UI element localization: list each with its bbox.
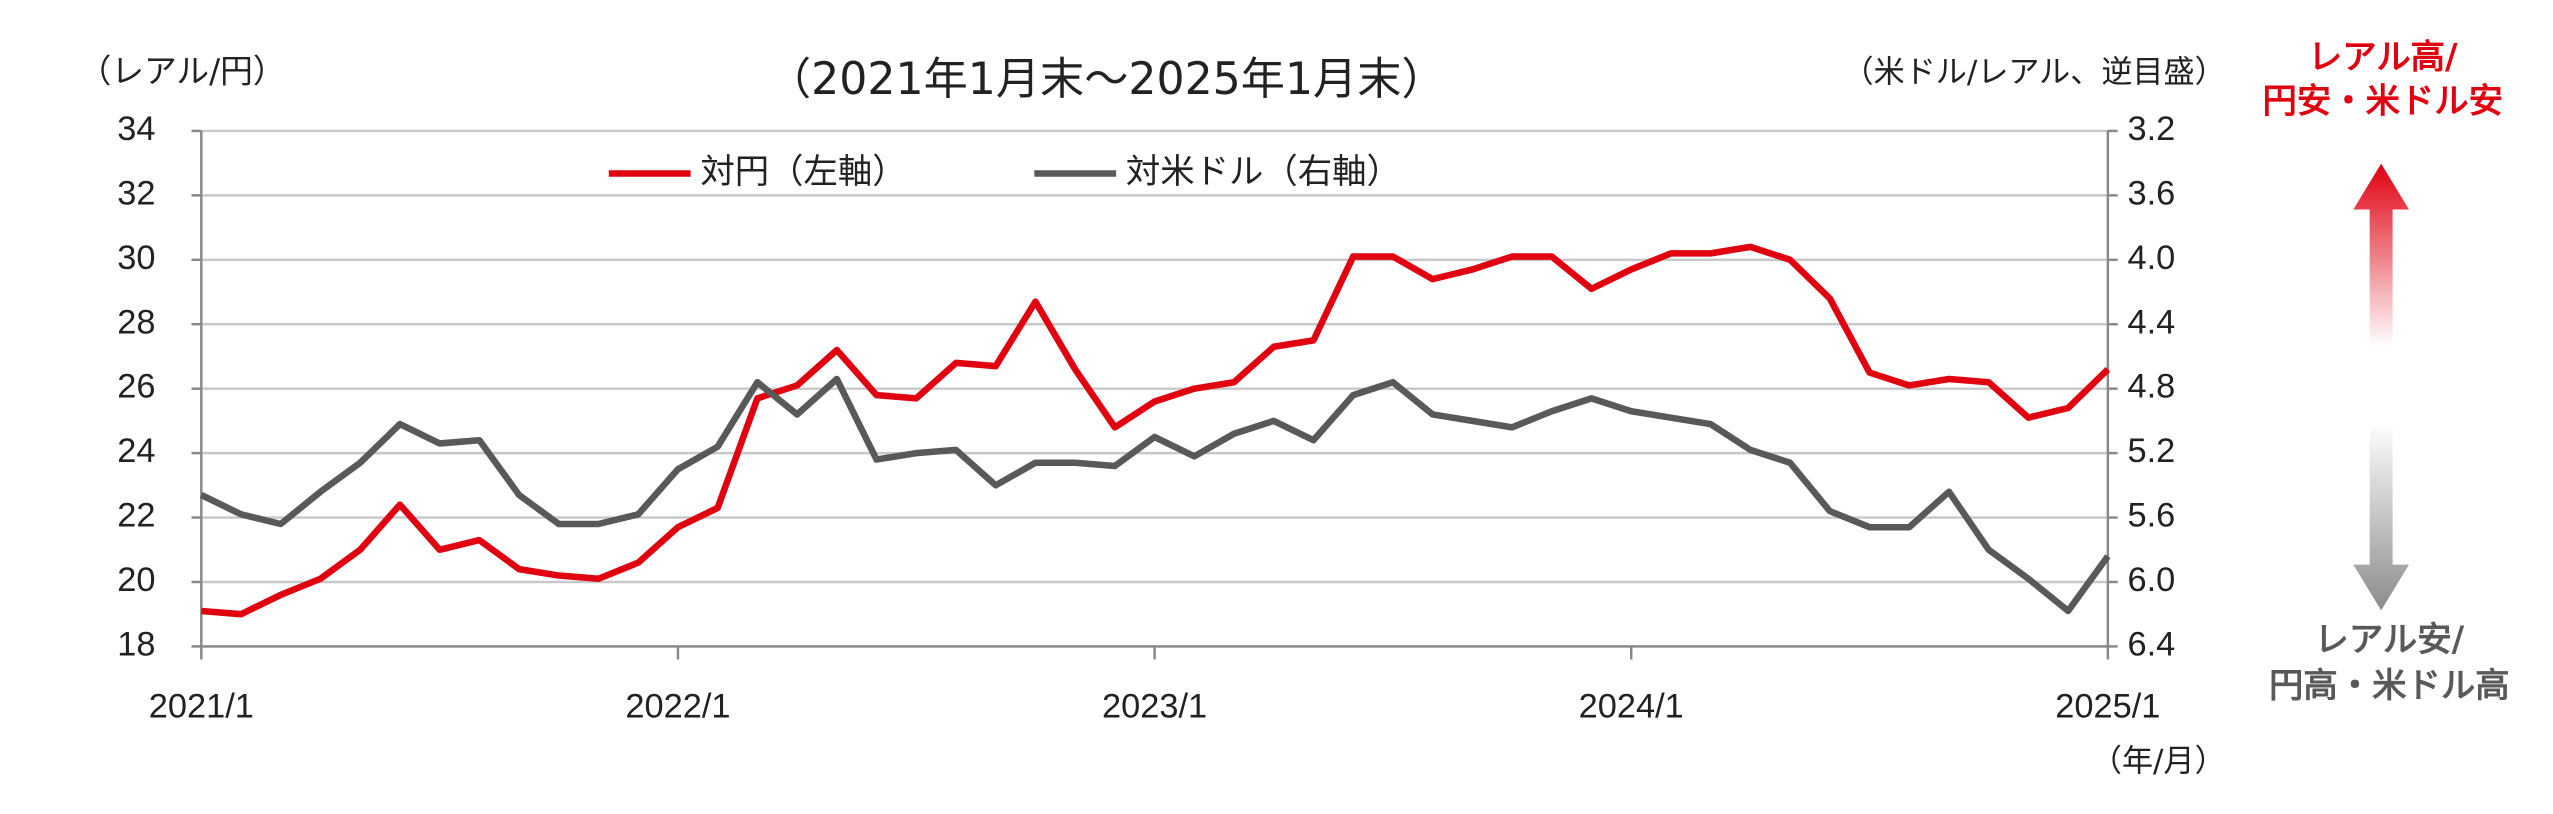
arrow-up xyxy=(2353,163,2409,347)
legend-label: 対米ドル（右軸） xyxy=(1126,152,1401,192)
y2-tick-label: 3.6 xyxy=(2127,174,2175,212)
x-tick-label: 2022/1 xyxy=(625,688,730,726)
y-tick-label: 22 xyxy=(117,497,155,535)
y-tick-label: 20 xyxy=(117,561,155,599)
y-tick-label: 32 xyxy=(117,174,155,212)
x-tick-label: 2023/1 xyxy=(1102,688,1207,726)
y2-tick-label: 5.6 xyxy=(2127,497,2175,535)
annotation: 円安・米ドル安 xyxy=(2263,82,2504,122)
arrow-down xyxy=(2353,422,2409,611)
y2-axis-label: （米ドル/レアル、逆目盛） xyxy=(1843,55,2226,91)
y2-tick-label: 5.2 xyxy=(2127,432,2175,470)
y2-tick-label: 4.8 xyxy=(2127,368,2175,406)
y2-tick-label: 3.2 xyxy=(2127,110,2175,148)
y2-tick-label: 6.4 xyxy=(2127,625,2175,663)
y-tick-label: 30 xyxy=(117,239,155,277)
y-axis-label: （レアル/円） xyxy=(79,53,286,91)
annotation: レアル安/ xyxy=(2314,620,2464,660)
y-tick-label: 26 xyxy=(117,368,155,406)
x-tick-label: 2025/1 xyxy=(2055,688,2160,726)
annotation: 円高・米ドル高 xyxy=(2269,666,2510,706)
y-tick-label: 34 xyxy=(117,110,155,148)
y2-tick-label: 6.0 xyxy=(2127,561,2175,599)
y2-tick-label: 4.0 xyxy=(2127,239,2175,277)
y-tick-label: 18 xyxy=(117,625,155,663)
legend-label: 対円（左軸） xyxy=(700,152,906,192)
y-tick-label: 24 xyxy=(117,432,155,470)
y2-tick-label: 4.4 xyxy=(2127,303,2175,341)
x-axis-label: （年/月） xyxy=(2091,744,2226,780)
x-tick-label: 2021/1 xyxy=(149,688,254,726)
y-tick-label: 28 xyxy=(117,303,155,341)
series-line xyxy=(201,243,2111,618)
x-tick-label: 2024/1 xyxy=(1579,688,1684,726)
annotation: レアル高/ xyxy=(2308,37,2458,77)
chart-title: （2021年1月末～2025年1月末） xyxy=(767,54,1446,105)
series-line xyxy=(199,375,2111,615)
